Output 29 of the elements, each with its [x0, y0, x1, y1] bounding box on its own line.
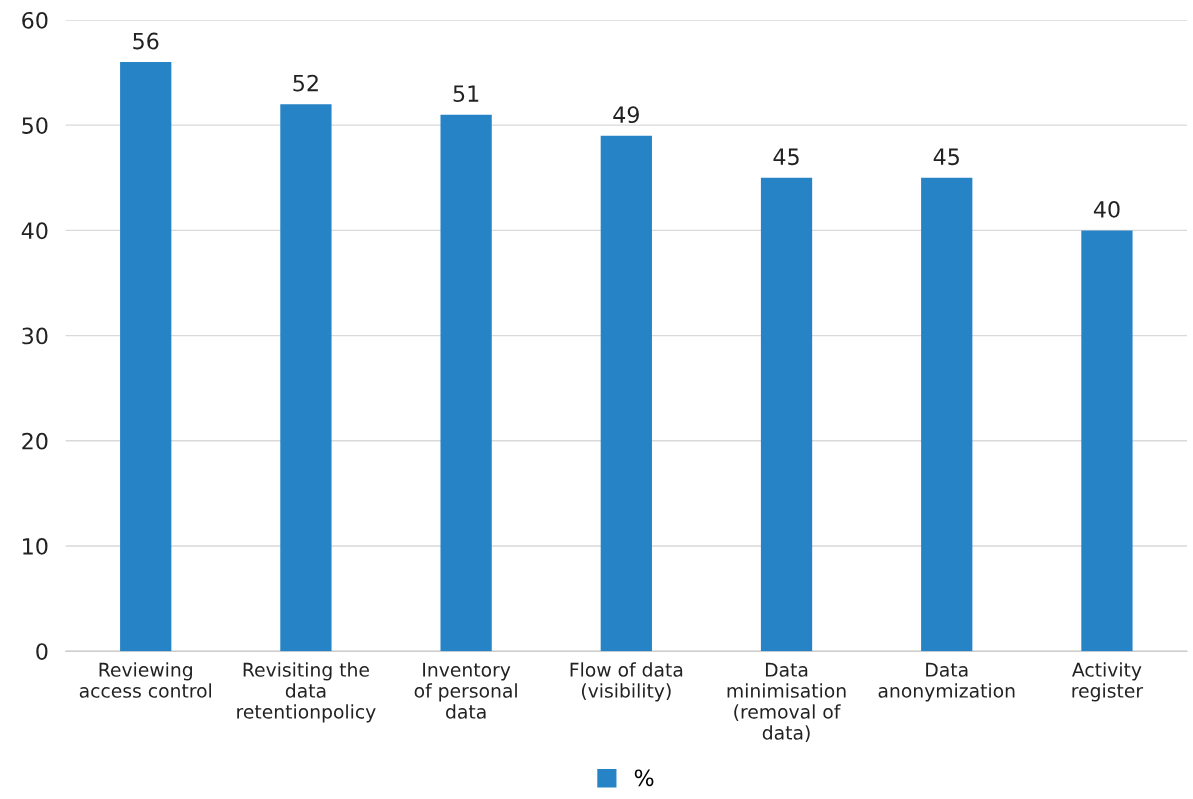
x-tick-label: Activity register — [1072, 662, 1144, 702]
bar — [921, 177, 973, 652]
bar — [1081, 230, 1133, 652]
data-label: 51 — [453, 85, 479, 103]
bar — [600, 135, 652, 652]
x-tick-label: Data minimisation (removal of data) — [727, 662, 846, 742]
data-label: 56 — [133, 32, 159, 50]
x-tick-label: Data anonymization — [878, 662, 1015, 702]
data-label: 40 — [1093, 200, 1120, 218]
data-label: 52 — [293, 74, 318, 92]
data-label: 45 — [773, 148, 799, 166]
y-tick-label: 20 — [22, 432, 48, 450]
bar — [120, 62, 172, 652]
bar — [280, 104, 332, 652]
y-tick-label: 50 — [22, 117, 48, 134]
x-tick-label: Revisiting the data retentionpolicy — [237, 662, 376, 723]
x-tick-label: Inventory of personal data — [414, 662, 517, 719]
y-tick-label: 0 — [36, 643, 48, 660]
data-label: 49 — [613, 106, 639, 124]
y-tick-label: 30 — [22, 327, 48, 345]
bar — [440, 114, 492, 652]
data-label: 45 — [933, 148, 959, 166]
x-tick-label: Flow of data (visibility) — [570, 662, 683, 702]
y-tick-label: 10 — [23, 537, 48, 555]
legend-label: % — [634, 769, 654, 787]
x-tick-label: Reviewing access control — [79, 662, 212, 698]
y-tick-label: 60 — [22, 11, 48, 29]
bar — [760, 177, 813, 652]
y-tick-label: 40 — [21, 222, 48, 240]
